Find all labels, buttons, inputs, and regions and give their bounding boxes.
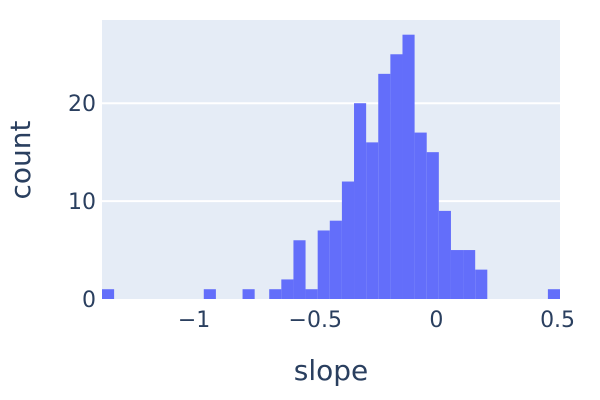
histogram-bar[interactable] <box>438 210 451 299</box>
histogram-bar[interactable] <box>354 103 367 299</box>
histogram-bar[interactable] <box>329 220 342 299</box>
histogram-bar[interactable] <box>102 289 115 299</box>
x-tick-label: 0.5 <box>540 308 575 333</box>
bars <box>102 34 560 300</box>
histogram-bar[interactable] <box>269 289 282 299</box>
gridlines <box>102 102 560 203</box>
histogram-bar[interactable] <box>281 279 294 299</box>
y-axis-ticks: 0 10 20 <box>68 92 96 313</box>
histogram-bar[interactable] <box>242 289 255 299</box>
histogram-bar[interactable] <box>450 250 464 299</box>
x-tick-label: 0 <box>429 308 443 333</box>
histogram-bar[interactable] <box>402 34 415 300</box>
histogram-bar[interactable] <box>203 289 216 299</box>
x-axis-title: slope <box>294 354 369 387</box>
x-tick-label: −0.5 <box>289 308 342 333</box>
histogram-bar[interactable] <box>293 240 306 299</box>
histogram-bar[interactable] <box>341 181 355 299</box>
histogram-bar[interactable] <box>426 152 439 299</box>
histogram-bar[interactable] <box>378 73 391 299</box>
y-axis-title: count <box>4 120 37 199</box>
histogram-bar[interactable] <box>317 230 330 299</box>
histogram-bar[interactable] <box>390 54 403 300</box>
y-tick-label: 0 <box>82 288 96 313</box>
histogram-bar[interactable] <box>463 250 476 299</box>
x-axis-ticks: −1 −0.5 0 0.5 <box>178 308 575 333</box>
histogram-bar[interactable] <box>475 269 488 299</box>
histogram-bar[interactable] <box>414 132 427 299</box>
y-tick-label: 10 <box>68 190 96 215</box>
y-tick-label: 20 <box>68 92 96 117</box>
histogram-bar[interactable] <box>547 289 560 299</box>
histogram-bar[interactable] <box>366 142 379 299</box>
histogram-bar[interactable] <box>305 289 318 299</box>
x-tick-label: −1 <box>178 308 210 333</box>
